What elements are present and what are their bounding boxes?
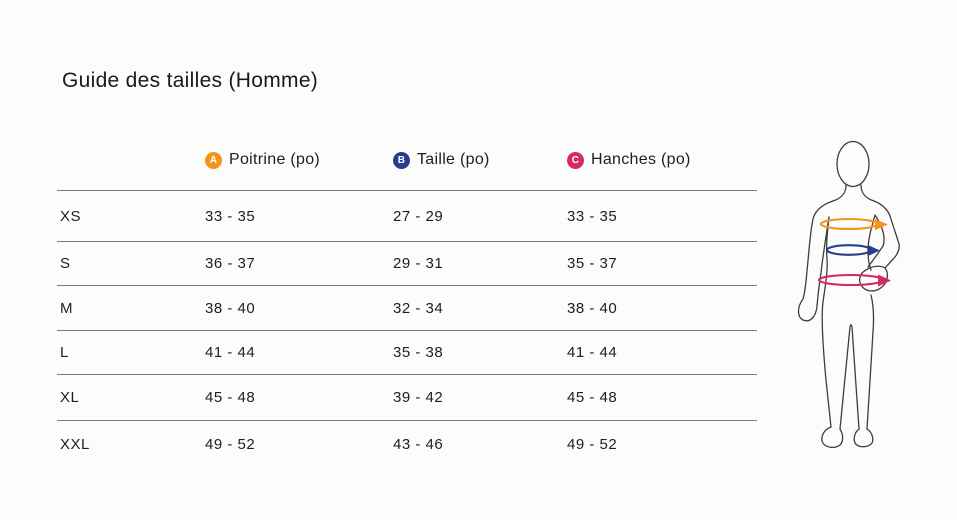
column-label-taille: Taille (po) (417, 151, 490, 168)
size-label: XXL (60, 435, 90, 453)
size-label: XL (60, 389, 80, 406)
taille-value: 43 - 46 (393, 435, 444, 453)
figure-right-foot (853, 428, 874, 448)
measure-c-badge: C (567, 151, 584, 169)
figure-inner-legs (839, 324, 860, 430)
poitrine-value: 33 - 35 (205, 207, 256, 225)
hanches-value: 45 - 48 (567, 389, 618, 406)
hips-measure-arrow (817, 273, 891, 287)
measure-b-badge: B (393, 151, 410, 169)
column-label-poitrine: Poitrine (po) (229, 151, 321, 168)
body-measurement-figure (797, 140, 900, 448)
table-header-row: A Poitrine (po) B Taille (po) C Hanches … (57, 132, 757, 190)
column-header-poitrine: A Poitrine (po) (205, 151, 393, 169)
waist-measure-arrow (825, 244, 880, 256)
hanches-value: 41 - 44 (567, 344, 618, 361)
taille-value: 27 - 29 (393, 207, 444, 225)
hanches-value: 33 - 35 (567, 207, 618, 225)
taille-value: 35 - 38 (393, 344, 444, 361)
page-title: Guide des tailles (Homme) (62, 69, 319, 92)
poitrine-value: 41 - 44 (205, 344, 256, 361)
size-label: M (60, 299, 73, 317)
column-label-hanches: Hanches (po) (591, 151, 691, 168)
size-guide-table: A Poitrine (po) B Taille (po) C Hanches … (57, 132, 757, 467)
column-header-hanches: C Hanches (po) (567, 151, 757, 169)
table-row-xxl: XXL 49 - 52 43 - 46 49 - 52 (57, 420, 757, 467)
hanches-value: 49 - 52 (567, 435, 618, 453)
poitrine-value: 36 - 37 (205, 255, 256, 272)
hanches-value: 35 - 37 (567, 255, 618, 272)
taille-value: 39 - 42 (393, 389, 444, 406)
taille-value: 32 - 34 (393, 299, 444, 317)
table-row-xs: XS 33 - 35 27 - 29 33 - 35 (57, 190, 757, 241)
figure-right-leg (866, 294, 875, 430)
column-header-taille: B Taille (po) (393, 151, 567, 169)
poitrine-value: 38 - 40 (205, 299, 256, 317)
table-row-xl: XL 45 - 48 39 - 42 45 - 48 (57, 374, 757, 420)
size-label: S (60, 255, 71, 272)
table-row-l: L 41 - 44 35 - 38 41 - 44 (57, 330, 757, 374)
figure-left-foot (821, 426, 844, 448)
figure-left-outline (797, 184, 847, 428)
taille-value: 29 - 31 (393, 255, 444, 272)
table-row-s: S 36 - 37 29 - 31 35 - 37 (57, 241, 757, 285)
poitrine-value: 49 - 52 (205, 435, 256, 453)
chest-measure-arrow (819, 217, 888, 231)
poitrine-value: 45 - 48 (205, 389, 256, 406)
size-label: XS (60, 207, 82, 225)
figure-right-arm (860, 184, 900, 269)
figure-head (836, 140, 870, 188)
measure-a-badge: A (205, 151, 222, 169)
size-label: L (60, 344, 69, 361)
table-row-m: M 38 - 40 32 - 34 38 - 40 (57, 285, 757, 330)
hanches-value: 38 - 40 (567, 299, 618, 317)
